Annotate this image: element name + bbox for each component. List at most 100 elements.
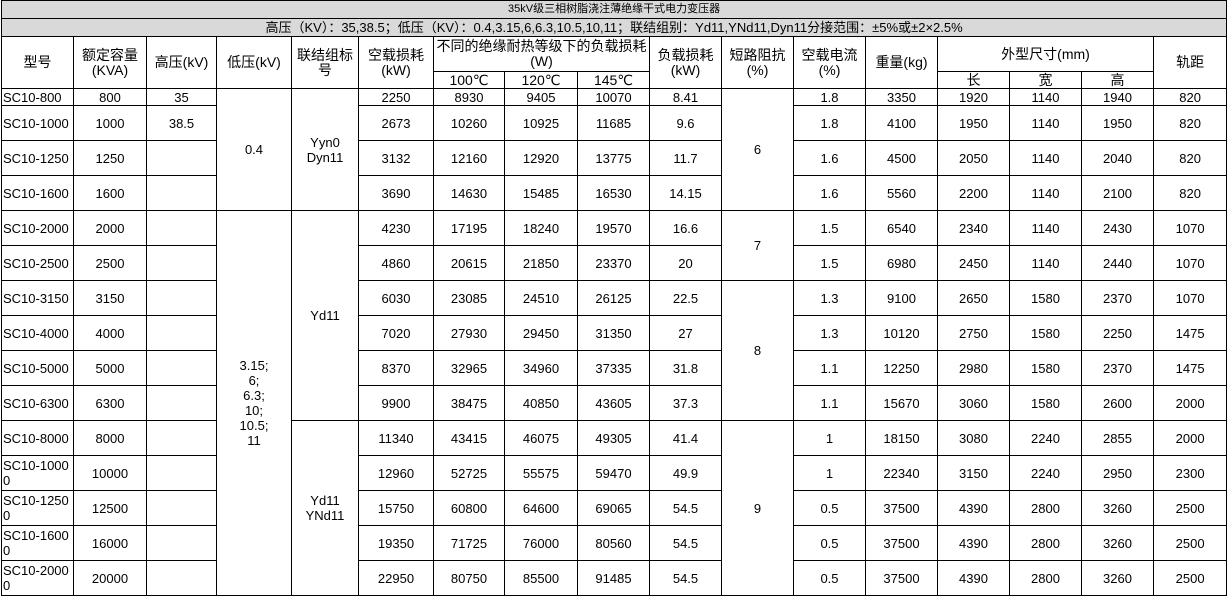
cell-model: SC10-10000 bbox=[1, 455, 74, 491]
cell-noload-current: 1.8 bbox=[793, 88, 866, 106]
cell-gauge: 2300 bbox=[1152, 455, 1227, 491]
cell-length: 2340 bbox=[937, 210, 1010, 246]
cell-lv: 0.4 bbox=[216, 88, 292, 211]
transformer-spec-table: 35kV级三相树脂浇注薄绝缘干式电力变压器 高压（KV）：35,38.5；低压（… bbox=[0, 0, 1227, 596]
cell-capacity: 10000 bbox=[73, 455, 147, 491]
table-row: SC10-800 800 35 0.4 Yyn0 Dyn11 2250 8930 9405 10… bbox=[1, 88, 1227, 211]
cell-weight: 9100 bbox=[865, 280, 938, 316]
header-120c: 120℃ bbox=[504, 71, 578, 89]
header-impedance: 短路阻抗(%) bbox=[721, 36, 794, 89]
cell-noload-current: 1.5 bbox=[793, 210, 866, 246]
header-100c: 100℃ bbox=[433, 71, 505, 89]
cell-weight: 12250 bbox=[865, 350, 938, 386]
cell-noload-current: 1.3 bbox=[793, 280, 866, 316]
cell-height: 2950 bbox=[1081, 455, 1154, 491]
cell-length: 2450 bbox=[937, 245, 1010, 281]
cell-load-loss: 11.7 bbox=[649, 140, 722, 176]
cell-gauge: 2500 bbox=[1152, 525, 1227, 561]
cell-impedance: 7 bbox=[721, 210, 794, 281]
cell-width: 1580 bbox=[1009, 385, 1082, 421]
cell-loss-145c: 43605 bbox=[577, 385, 650, 421]
cell-capacity: 5000 bbox=[73, 350, 147, 386]
cell-gauge: 820 bbox=[1152, 175, 1227, 211]
cell-load-loss: 8.41 bbox=[649, 88, 722, 106]
cell-hv bbox=[146, 490, 217, 526]
cell-load-loss: 31.8 bbox=[649, 350, 722, 386]
cell-loss-100c: 60800 bbox=[433, 490, 505, 526]
cell-model: SC10-2500 bbox=[1, 245, 74, 281]
cell-loss-145c: 49305 bbox=[577, 420, 650, 456]
cell-noload-loss: 7020 bbox=[358, 315, 434, 351]
header-width: 宽 bbox=[1009, 71, 1082, 89]
cell-height: 2855 bbox=[1081, 420, 1154, 456]
cell-loss-120c: 18240 bbox=[504, 210, 578, 246]
cell-width: 2240 bbox=[1009, 420, 1082, 456]
cell-loss-120c: 34960 bbox=[504, 350, 578, 386]
cell-weight: 6980 bbox=[865, 245, 938, 281]
cell-weight: 3350 bbox=[865, 88, 938, 106]
cell-length: 4390 bbox=[937, 560, 1010, 596]
cell-noload-loss: 2673 bbox=[358, 105, 434, 141]
cell-loss-100c: 52725 bbox=[433, 455, 505, 491]
cell-noload-loss: 4230 bbox=[358, 210, 434, 246]
cell-noload-current: 1.6 bbox=[793, 140, 866, 176]
header-145c: 145℃ bbox=[577, 71, 650, 89]
cell-loss-145c: 80560 bbox=[577, 525, 650, 561]
cell-loss-145c: 91485 bbox=[577, 560, 650, 596]
cell-loss-120c: 21850 bbox=[504, 245, 578, 281]
cell-loss-145c: 11685 bbox=[577, 105, 650, 141]
header-gauge: 轨距 bbox=[1152, 36, 1227, 89]
header-length: 长 bbox=[937, 71, 1010, 89]
cell-weight: 37500 bbox=[865, 560, 938, 596]
cell-length: 3150 bbox=[937, 455, 1010, 491]
cell-capacity: 1250 bbox=[73, 140, 147, 176]
cell-load-loss: 54.5 bbox=[649, 525, 722, 561]
cell-loss-120c: 10925 bbox=[504, 105, 578, 141]
cell-gauge: 2500 bbox=[1152, 490, 1227, 526]
header-noload-current: 空载电流(%) bbox=[793, 36, 866, 89]
cell-width: 2240 bbox=[1009, 455, 1082, 491]
cell-noload-loss: 22950 bbox=[358, 560, 434, 596]
cell-hv bbox=[146, 210, 217, 246]
cell-noload-current: 1.3 bbox=[793, 315, 866, 351]
cell-noload-current: 1.8 bbox=[793, 105, 866, 141]
cell-loss-120c: 9405 bbox=[504, 88, 578, 106]
cell-loss-145c: 10070 bbox=[577, 88, 650, 106]
cell-capacity: 4000 bbox=[73, 315, 147, 351]
cell-length: 1950 bbox=[937, 105, 1010, 141]
header-dimensions: 外型尺寸(mm) bbox=[937, 36, 1154, 72]
table-row: SC10-10000 10000 12960 52725 55575 59470 49.9 1… bbox=[1, 455, 1227, 491]
cell-model: SC10-1250 bbox=[1, 140, 74, 176]
cell-gauge: 1070 bbox=[1152, 280, 1227, 316]
cell-width: 1580 bbox=[1009, 280, 1082, 316]
cell-loss-120c: 46075 bbox=[504, 420, 578, 456]
table-row: SC10-1600 1600 3690 14630 15485 16530 14.15 1.6… bbox=[1, 175, 1227, 211]
cell-load-loss: 41.4 bbox=[649, 420, 722, 456]
cell-height: 2440 bbox=[1081, 245, 1154, 281]
cell-loss-145c: 59470 bbox=[577, 455, 650, 491]
cell-noload-loss: 3690 bbox=[358, 175, 434, 211]
cell-loss-120c: 29450 bbox=[504, 315, 578, 351]
cell-loss-100c: 80750 bbox=[433, 560, 505, 596]
table-row: SC10-16000 16000 19350 71725 76000 80560 54.5 0… bbox=[1, 525, 1227, 561]
cell-capacity: 2000 bbox=[73, 210, 147, 246]
table-row: SC10-1000 1000 38.5 2673 10260 10925 11685 9.6 1… bbox=[1, 105, 1227, 141]
cell-loss-120c: 24510 bbox=[504, 280, 578, 316]
cell-length: 3080 bbox=[937, 420, 1010, 456]
cell-weight: 37500 bbox=[865, 525, 938, 561]
cell-gauge: 820 bbox=[1152, 105, 1227, 141]
cell-loss-100c: 8930 bbox=[433, 88, 505, 106]
cell-weight: 37500 bbox=[865, 490, 938, 526]
cell-loss-145c: 13775 bbox=[577, 140, 650, 176]
cell-loss-100c: 23085 bbox=[433, 280, 505, 316]
cell-loss-145c: 19570 bbox=[577, 210, 650, 246]
cell-loss-120c: 12920 bbox=[504, 140, 578, 176]
cell-weight: 5560 bbox=[865, 175, 938, 211]
cell-loss-120c: 64600 bbox=[504, 490, 578, 526]
cell-noload-loss: 11340 bbox=[358, 420, 434, 456]
cell-noload-current: 1.1 bbox=[793, 350, 866, 386]
table-row: SC10-6300 6300 9900 38475 40850 43605 37.3 1.1 1… bbox=[1, 385, 1227, 421]
cell-length: 4390 bbox=[937, 525, 1010, 561]
cell-width: 1580 bbox=[1009, 315, 1082, 351]
cell-loss-100c: 38475 bbox=[433, 385, 505, 421]
